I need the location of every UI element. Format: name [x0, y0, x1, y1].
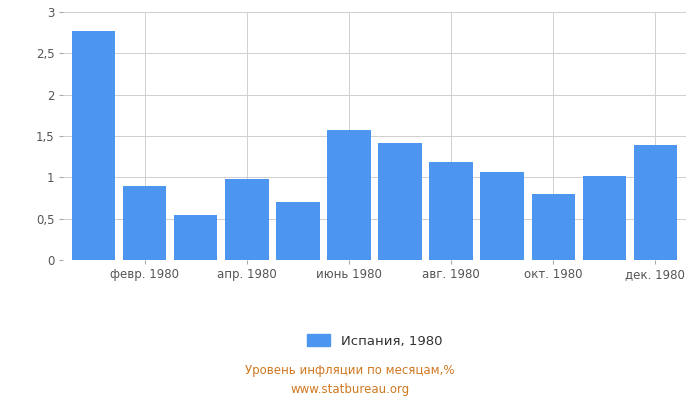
Bar [72, 31, 116, 260]
Bar [378, 143, 421, 260]
Bar [531, 194, 575, 260]
Bar [429, 162, 472, 260]
Bar [276, 202, 320, 260]
Bar [123, 186, 167, 260]
Bar [328, 130, 371, 260]
Bar [634, 145, 677, 260]
Legend: Испания, 1980: Испания, 1980 [307, 334, 442, 348]
Bar [174, 214, 218, 260]
Bar [480, 172, 524, 260]
Bar [225, 179, 269, 260]
Bar [582, 176, 626, 260]
Text: Уровень инфляции по месяцам,%
www.statbureau.org: Уровень инфляции по месяцам,% www.statbu… [245, 364, 455, 396]
